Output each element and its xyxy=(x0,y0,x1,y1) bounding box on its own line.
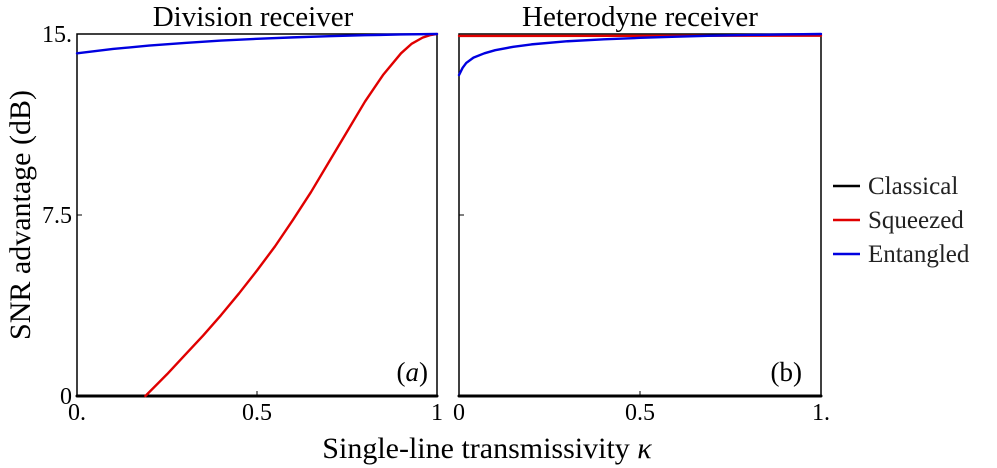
x-tick-label-b-1: 0.5 xyxy=(625,400,655,426)
y-tick-label-a-0: 0 xyxy=(60,384,72,410)
panel-b-frame xyxy=(458,33,822,397)
panel-a-frame xyxy=(76,33,438,397)
series-entangled-a xyxy=(75,32,439,55)
series-entangled-b xyxy=(457,32,823,77)
x-tick-label-a-1: 0.5 xyxy=(242,400,272,426)
y-tick-label-a-1: 7.5 xyxy=(42,203,72,229)
series-squeezed-a xyxy=(144,32,439,398)
legend: Classical Squeezed Entangled xyxy=(833,173,970,268)
panel-b-title: Heterodyne receiver xyxy=(522,1,758,33)
panel-division-receiver: Division receiver 0. 0.5 1 0 7.5 15. (a) xyxy=(42,1,443,426)
legend-label-squeezed: Squeezed xyxy=(868,207,964,234)
y-axis-label: SNR advantage (dB) xyxy=(4,90,37,340)
y-tick-label-a-2: 15. xyxy=(42,22,72,48)
panel-b-tag: (b) xyxy=(771,357,802,387)
legend-label-entangled: Entangled xyxy=(868,241,970,268)
panel-heterodyne-receiver: Heterodyne receiver 0 0.5 1. (b) xyxy=(453,1,830,426)
panel-a-title: Division receiver xyxy=(153,1,354,33)
x-tick-label-a-2: 1 xyxy=(431,400,443,426)
panel-a-tag: (a) xyxy=(397,357,429,387)
x-tick-label-b-0: 0 xyxy=(453,400,465,426)
x-axis-label: Single-line transmissivity κ xyxy=(322,432,652,465)
x-tick-label-a-0: 0. xyxy=(68,400,86,426)
x-tick-label-b-2: 1. xyxy=(812,400,830,426)
legend-label-classical: Classical xyxy=(868,173,958,200)
